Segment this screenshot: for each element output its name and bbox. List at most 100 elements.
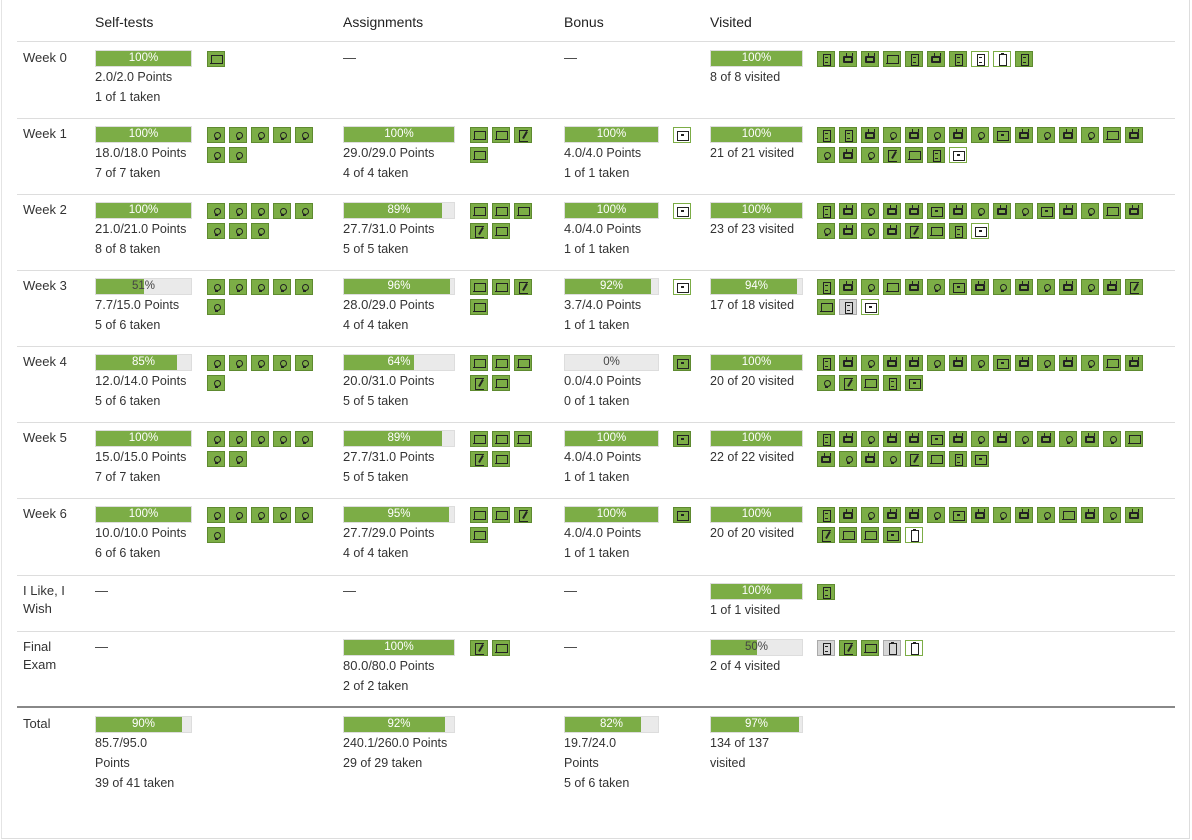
laptop-icon[interactable] <box>927 451 945 467</box>
lightbulb-icon[interactable] <box>1037 279 1055 295</box>
lightbulb-icon[interactable] <box>971 203 989 219</box>
lightbulb-icon[interactable] <box>817 223 835 239</box>
lightbulb-icon[interactable] <box>229 147 247 163</box>
lightbulb-icon[interactable] <box>861 507 879 523</box>
screen-icon[interactable] <box>993 127 1011 143</box>
edit-icon[interactable] <box>839 640 857 656</box>
lightbulb-icon[interactable] <box>251 127 269 143</box>
video-icon[interactable] <box>839 147 857 163</box>
laptop-icon[interactable] <box>883 51 901 67</box>
lightbulb-icon[interactable] <box>971 431 989 447</box>
video-icon[interactable] <box>1015 279 1033 295</box>
lightbulb-icon[interactable] <box>251 355 269 371</box>
document-icon[interactable] <box>817 279 835 295</box>
lightbulb-icon[interactable] <box>927 355 945 371</box>
lightbulb-icon[interactable] <box>861 203 879 219</box>
video-icon[interactable] <box>839 431 857 447</box>
video-icon[interactable] <box>927 51 945 67</box>
document-icon[interactable] <box>817 127 835 143</box>
document-icon[interactable] <box>817 507 835 523</box>
laptop-icon[interactable] <box>492 375 510 391</box>
laptop-icon[interactable] <box>861 640 879 656</box>
screen-icon[interactable] <box>673 279 691 295</box>
lightbulb-icon[interactable] <box>1103 507 1121 523</box>
laptop-icon[interactable] <box>817 299 835 315</box>
video-icon[interactable] <box>905 431 923 447</box>
laptop-icon[interactable] <box>492 223 510 239</box>
document-icon[interactable] <box>817 584 835 600</box>
video-icon[interactable] <box>861 127 879 143</box>
lightbulb-icon[interactable] <box>251 203 269 219</box>
laptop-icon[interactable] <box>492 507 510 523</box>
screen-icon[interactable] <box>673 203 691 219</box>
lightbulb-icon[interactable] <box>273 355 291 371</box>
video-icon[interactable] <box>1103 279 1121 295</box>
laptop-icon[interactable] <box>927 223 945 239</box>
laptop-icon[interactable] <box>470 147 488 163</box>
lightbulb-icon[interactable] <box>251 279 269 295</box>
lightbulb-icon[interactable] <box>273 507 291 523</box>
lightbulb-icon[interactable] <box>273 127 291 143</box>
laptop-icon[interactable] <box>470 355 488 371</box>
video-icon[interactable] <box>839 279 857 295</box>
laptop-icon[interactable] <box>492 203 510 219</box>
laptop-icon[interactable] <box>492 431 510 447</box>
video-icon[interactable] <box>1059 203 1077 219</box>
lightbulb-icon[interactable] <box>229 355 247 371</box>
laptop-icon[interactable] <box>470 527 488 543</box>
laptop-icon[interactable] <box>861 527 879 543</box>
lightbulb-icon[interactable] <box>839 451 857 467</box>
video-icon[interactable] <box>905 355 923 371</box>
lightbulb-icon[interactable] <box>229 279 247 295</box>
lightbulb-icon[interactable] <box>1081 203 1099 219</box>
laptop-icon[interactable] <box>1103 127 1121 143</box>
lightbulb-icon[interactable] <box>861 279 879 295</box>
document-icon[interactable] <box>839 299 857 315</box>
video-icon[interactable] <box>905 279 923 295</box>
lightbulb-icon[interactable] <box>229 507 247 523</box>
lightbulb-icon[interactable] <box>1037 507 1055 523</box>
lightbulb-icon[interactable] <box>971 127 989 143</box>
lightbulb-icon[interactable] <box>207 451 225 467</box>
laptop-icon[interactable] <box>514 431 532 447</box>
lightbulb-icon[interactable] <box>1081 355 1099 371</box>
lightbulb-icon[interactable] <box>251 223 269 239</box>
edit-icon[interactable] <box>470 223 488 239</box>
lightbulb-icon[interactable] <box>861 223 879 239</box>
video-icon[interactable] <box>993 203 1011 219</box>
video-icon[interactable] <box>1081 507 1099 523</box>
lightbulb-icon[interactable] <box>883 451 901 467</box>
lightbulb-icon[interactable] <box>273 203 291 219</box>
lightbulb-icon[interactable] <box>295 431 313 447</box>
screen-icon[interactable] <box>861 299 879 315</box>
video-icon[interactable] <box>883 431 901 447</box>
video-icon[interactable] <box>1059 355 1077 371</box>
lightbulb-icon[interactable] <box>251 507 269 523</box>
laptop-icon[interactable] <box>470 507 488 523</box>
video-icon[interactable] <box>905 127 923 143</box>
screen-icon[interactable] <box>949 147 967 163</box>
lightbulb-icon[interactable] <box>207 203 225 219</box>
lightbulb-icon[interactable] <box>1015 203 1033 219</box>
clipboard-icon[interactable] <box>905 640 923 656</box>
document-icon[interactable] <box>883 375 901 391</box>
video-icon[interactable] <box>839 223 857 239</box>
document-icon[interactable] <box>817 431 835 447</box>
lightbulb-icon[interactable] <box>207 279 225 295</box>
video-icon[interactable] <box>1125 355 1143 371</box>
lightbulb-icon[interactable] <box>207 375 225 391</box>
lightbulb-icon[interactable] <box>251 431 269 447</box>
lightbulb-icon[interactable] <box>229 203 247 219</box>
laptop-icon[interactable] <box>1103 203 1121 219</box>
lightbulb-icon[interactable] <box>861 147 879 163</box>
screen-icon[interactable] <box>673 355 691 371</box>
laptop-icon[interactable] <box>514 355 532 371</box>
document-icon[interactable] <box>949 451 967 467</box>
laptop-icon[interactable] <box>1059 507 1077 523</box>
laptop-icon[interactable] <box>492 279 510 295</box>
laptop-icon[interactable] <box>861 375 879 391</box>
edit-icon[interactable] <box>905 451 923 467</box>
screen-icon[interactable] <box>673 431 691 447</box>
edit-icon[interactable] <box>470 375 488 391</box>
video-icon[interactable] <box>1037 431 1055 447</box>
